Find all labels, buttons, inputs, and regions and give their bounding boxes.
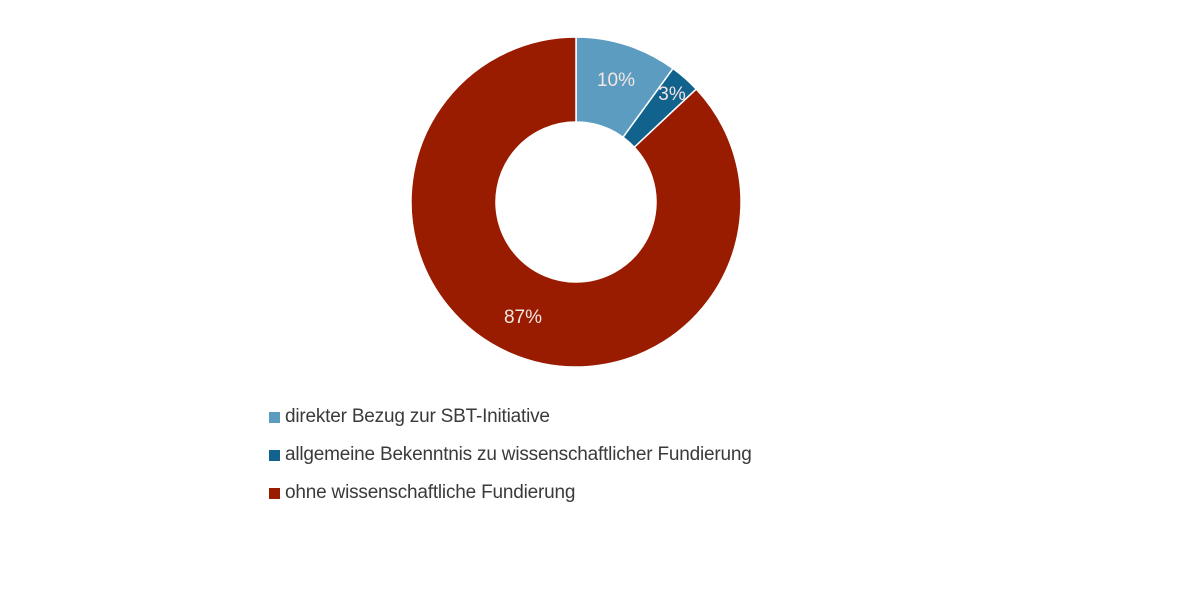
slice-labels: 10% 3% 87%: [504, 70, 686, 328]
donut-slices: [410, 36, 742, 368]
legend: direkter Bezug zur SBT-Initiative allgem…: [269, 398, 752, 512]
slice-value-label: 3%: [658, 84, 686, 105]
legend-label: direkter Bezug zur SBT-Initiative: [285, 406, 550, 427]
legend-label: ohne wissenschaftliche Fundierung: [285, 482, 576, 503]
slice-value-label: 87%: [504, 307, 542, 328]
legend-item-none: ohne wissenschaftliche Fundierung: [269, 474, 752, 512]
legend-swatch-icon: [269, 449, 280, 461]
legend-swatch-icon: [269, 411, 280, 423]
slice-none: [410, 36, 742, 368]
legend-swatch-icon: [269, 487, 280, 499]
legend-item-general: allgemeine Bekenntnis zu wissenschaftlic…: [269, 436, 752, 474]
legend-item-sbt: direkter Bezug zur SBT-Initiative: [269, 398, 752, 436]
legend-label: allgemeine Bekenntnis zu wissenschaftlic…: [285, 444, 752, 465]
slice-value-label: 10%: [597, 70, 635, 91]
